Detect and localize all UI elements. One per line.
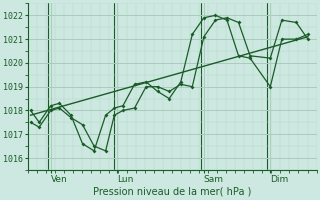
X-axis label: Pression niveau de la mer( hPa ): Pression niveau de la mer( hPa ) bbox=[93, 187, 251, 197]
